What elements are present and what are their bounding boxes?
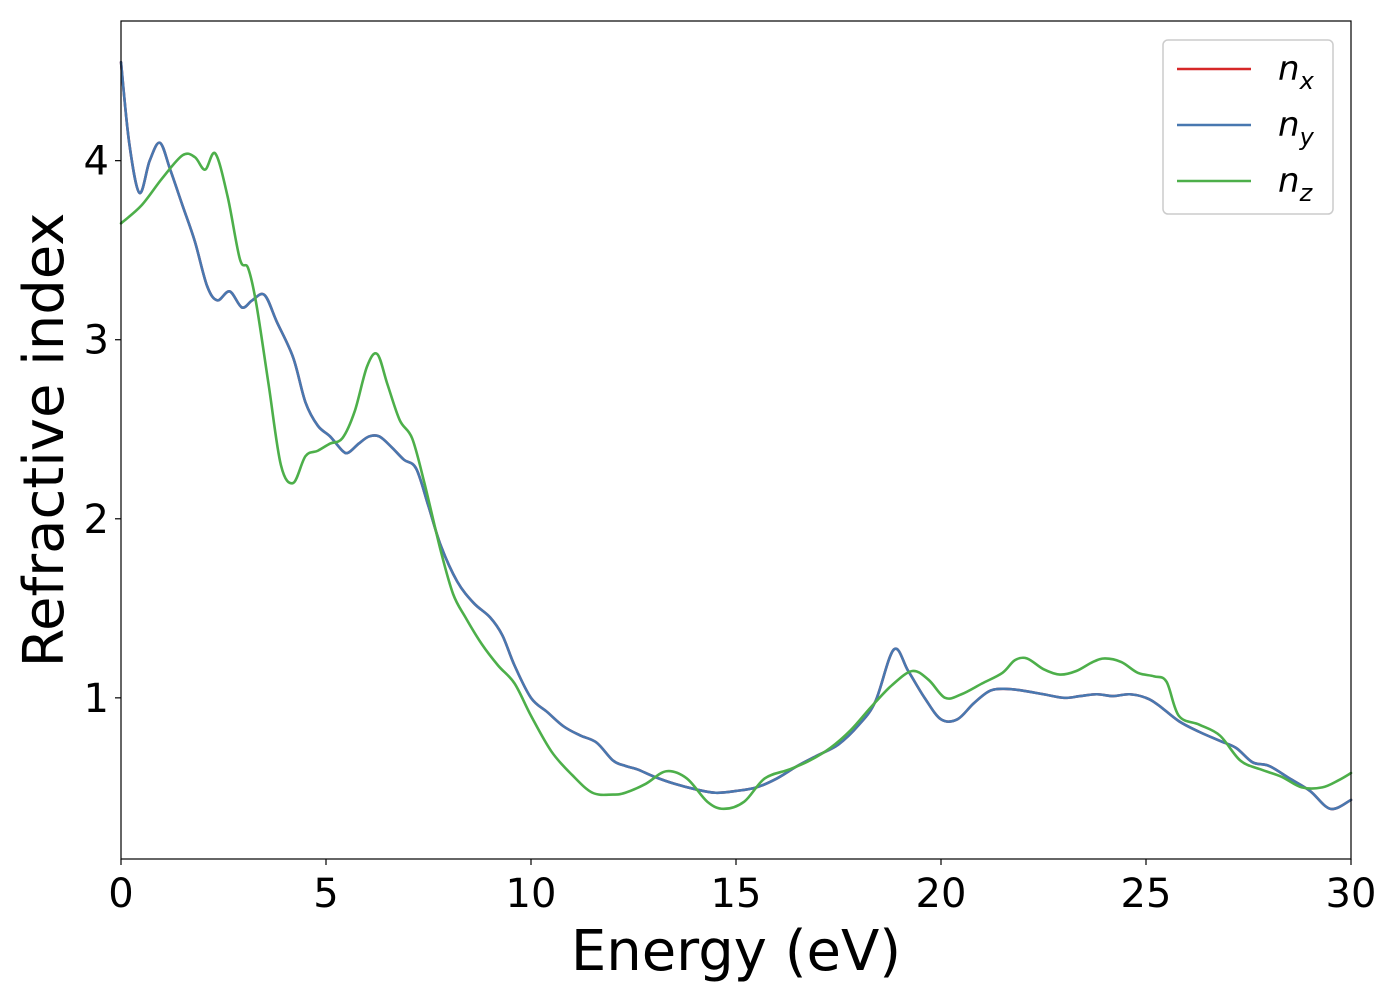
- legend-label-n-z: nz: [1278, 161, 1314, 207]
- series-group: [119, 60, 1353, 811]
- y-tick-label: 2: [84, 497, 109, 543]
- x-tick-label: 30: [1326, 871, 1377, 917]
- series-line-n-z: [119, 151, 1353, 811]
- legend-label-n-x: nx: [1278, 49, 1315, 95]
- x-tick-label: 25: [1121, 871, 1172, 917]
- y-tick-label: 4: [84, 139, 109, 185]
- legend: nx ny nz: [1162, 39, 1334, 215]
- x-tick-label: 10: [506, 871, 557, 917]
- x-axis-label: Energy (eV): [571, 919, 901, 984]
- legend-box: [1162, 39, 1334, 215]
- y-tick-label: 3: [84, 318, 109, 364]
- x-tick-label: 15: [711, 871, 762, 917]
- x-tick-label: 20: [916, 871, 967, 917]
- series-line-n-y: [119, 60, 1353, 811]
- y-axis-ticks: 1 2 3 4: [84, 139, 121, 722]
- y-axis-label: Refractive index: [12, 213, 77, 668]
- legend-items: nx ny nz: [1177, 49, 1315, 207]
- legend-label-n-y: ny: [1278, 105, 1315, 151]
- x-tick-label: 0: [108, 871, 133, 917]
- x-tick-label: 5: [313, 871, 338, 917]
- x-axis-ticks: 0 5 10 15 20 25 30: [108, 859, 1376, 917]
- plot-area: [119, 20, 1353, 860]
- y-tick-label: 1: [84, 676, 109, 722]
